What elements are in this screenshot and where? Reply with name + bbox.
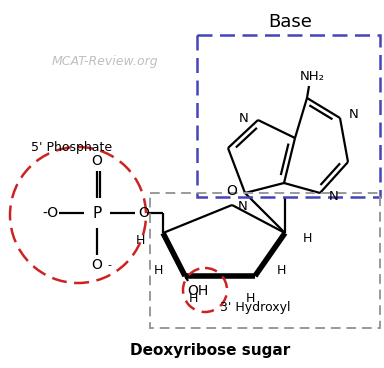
- Text: O: O: [227, 184, 237, 198]
- Text: O: O: [91, 258, 103, 272]
- Text: N: N: [239, 112, 249, 124]
- Text: -O: -O: [42, 206, 58, 220]
- Text: H: H: [277, 265, 286, 277]
- Text: H: H: [245, 291, 255, 304]
- Text: N: N: [238, 201, 248, 213]
- Text: N: N: [329, 191, 339, 204]
- Text: Deoxyribose sugar: Deoxyribose sugar: [130, 343, 290, 357]
- Text: H: H: [303, 231, 312, 244]
- Text: H: H: [136, 234, 145, 248]
- Text: O: O: [139, 206, 149, 220]
- Text: OH: OH: [187, 284, 209, 298]
- Text: P: P: [93, 205, 102, 220]
- Text: N: N: [349, 107, 359, 120]
- Bar: [197, 35, 380, 197]
- Text: H: H: [154, 265, 163, 277]
- Text: NH₂: NH₂: [300, 70, 324, 82]
- Text: -: -: [107, 260, 111, 270]
- Text: O: O: [91, 154, 103, 168]
- Text: 5' Phosphate: 5' Phosphate: [31, 142, 113, 155]
- Text: MCAT-Review.org: MCAT-Review.org: [52, 56, 158, 68]
- Text: 3' Hydroxyl: 3' Hydroxyl: [220, 301, 291, 315]
- Bar: [150, 193, 380, 328]
- Text: H: H: [188, 291, 198, 304]
- Text: Base: Base: [268, 13, 312, 31]
